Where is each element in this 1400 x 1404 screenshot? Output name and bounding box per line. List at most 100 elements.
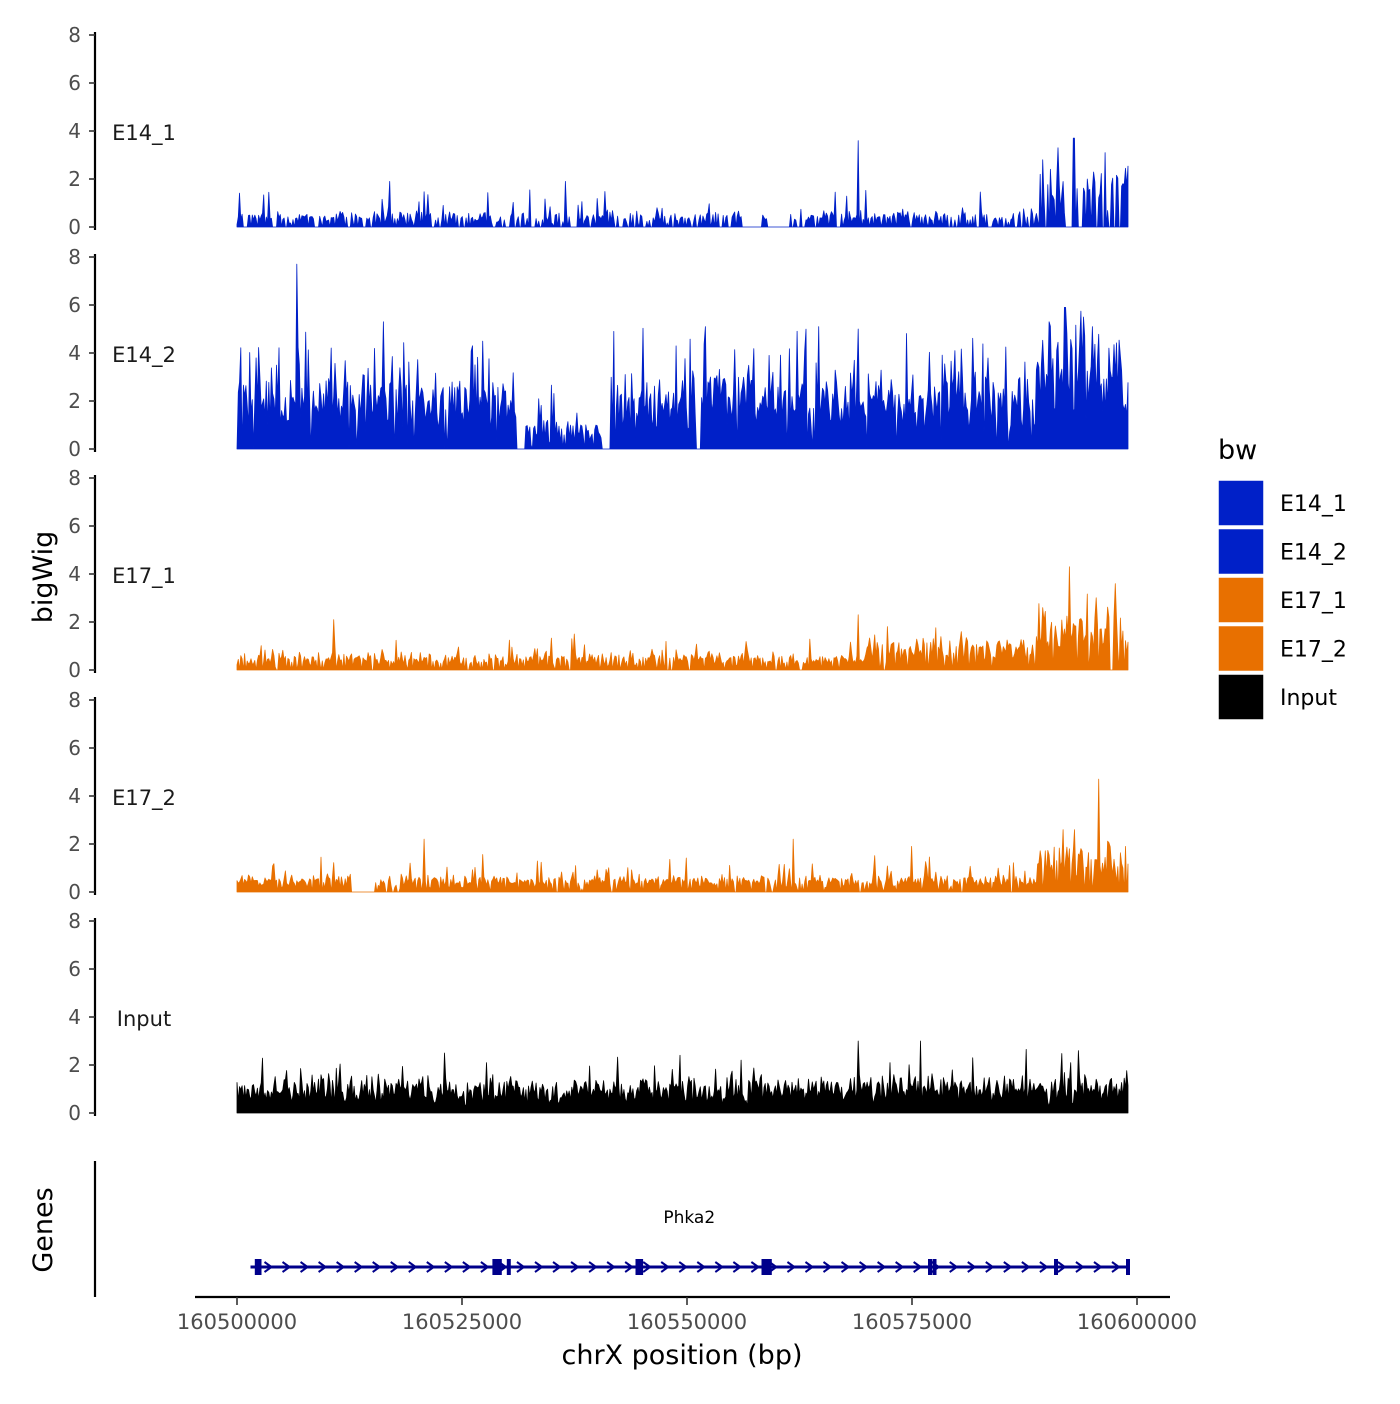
gene-strand-arrow-Phka2	[336, 1261, 346, 1273]
x-tick-label-160600000: 160600000	[1077, 1310, 1197, 1334]
gene-strand-arrow-Phka2	[534, 1261, 544, 1273]
gene-strand-arrow-Phka2	[1075, 1261, 1085, 1273]
legend-swatch-E17_2	[1217, 624, 1265, 673]
gene-exon-Phka2-12	[932, 1259, 937, 1275]
gene-strand-arrow-Phka2	[642, 1261, 652, 1273]
y-tick-label-Input-4: 4	[68, 1005, 81, 1029]
gene-strand-arrow-Phka2	[516, 1261, 526, 1273]
gene-strand-arrow-Phka2	[714, 1261, 725, 1273]
gene-strand-arrow-Phka2	[624, 1261, 634, 1273]
gene-strand-arrow-Phka2	[588, 1261, 598, 1273]
y-tick-label-Input-2: 2	[68, 1053, 81, 1077]
y-tick-label-E14_1-0: 0	[68, 215, 81, 239]
gene-strand-arrow-Phka2	[840, 1261, 851, 1273]
y-tick-label-E17_2-8: 8	[68, 688, 81, 712]
signal-area-E14_2	[236, 263, 1129, 450]
gene-strand-arrow-Phka2	[462, 1261, 472, 1273]
gene-strand-arrow-Phka2	[1003, 1261, 1013, 1273]
y-tick-label-E14_2-0: 0	[68, 437, 81, 461]
track-label-E17_1: E17_1	[112, 564, 176, 589]
y-tick-label-E17_2-0: 0	[68, 880, 81, 904]
gene-strand-arrow-Phka2	[696, 1261, 706, 1273]
track-label-E14_1: E14_1	[112, 121, 176, 146]
y-tick-label-Input-6: 6	[68, 957, 81, 981]
gene-strand-arrow-Phka2	[732, 1261, 743, 1273]
gene-strand-arrow-Phka2	[552, 1261, 562, 1273]
gene-exon-Phka2-10	[767, 1259, 772, 1275]
gene-strand-arrow-Phka2	[895, 1261, 905, 1273]
gene-strand-arrow-Phka2	[967, 1261, 977, 1273]
gene-strand-arrow-Phka2	[786, 1261, 797, 1273]
y-tick-label-E14_2-8: 8	[68, 245, 81, 269]
gene-strand-arrow-Phka2	[858, 1261, 869, 1273]
genes-axis-title: Genes	[28, 1187, 59, 1272]
gene-strand-arrow-Phka2	[1039, 1261, 1049, 1273]
legend-swatch-Input	[1217, 673, 1265, 721]
gene-strand-arrow-Phka2	[1111, 1261, 1121, 1273]
gene-exon-Phka2-2	[492, 1259, 497, 1275]
gene-strand-arrow-Phka2	[299, 1261, 310, 1273]
y-tick-label-E17_1-8: 8	[68, 466, 81, 490]
y-axis-title: bigWig	[28, 531, 59, 624]
y-tick-label-E14_1-8: 8	[68, 23, 81, 47]
gene-exon-Phka2-14	[1126, 1259, 1130, 1275]
track-label-E14_2: E14_2	[112, 343, 176, 368]
gene-exon-Phka2-5	[506, 1259, 511, 1275]
y-tick-label-E17_1-6: 6	[68, 514, 81, 538]
gene-exon-Phka2-1	[257, 1259, 262, 1275]
gene-exon-Phka2-3	[495, 1259, 500, 1275]
gene-strand-arrow-Phka2	[372, 1261, 382, 1273]
legend-label-E17_2: E17_2	[1280, 638, 1347, 663]
legend-swatch-E14_1	[1217, 479, 1265, 527]
gene-strand-arrow-Phka2	[444, 1261, 454, 1273]
legend-label-Input: Input	[1280, 686, 1337, 711]
gene-strand-arrow-Phka2	[390, 1261, 400, 1273]
y-tick-label-Input-0: 0	[68, 1101, 81, 1125]
legend-label-E17_1: E17_1	[1280, 589, 1347, 614]
legend-swatch-E17_1	[1217, 576, 1265, 624]
gene-strand-arrow-Phka2	[1057, 1261, 1067, 1273]
y-tick-label-E17_1-4: 4	[68, 562, 81, 586]
gene-strand-arrow-Phka2	[263, 1261, 274, 1273]
track-label-Input: Input	[117, 1007, 171, 1031]
gene-strand-arrow-Phka2	[678, 1261, 688, 1273]
track-label-E17_2: E17_2	[112, 786, 176, 811]
gene-strand-arrow-Phka2	[985, 1261, 995, 1273]
gene-exon-Phka2-4	[497, 1259, 502, 1275]
signal-area-E14_1	[236, 137, 1129, 228]
y-tick-label-E14_2-6: 6	[68, 293, 81, 317]
y-tick-label-Input-8: 8	[68, 909, 81, 933]
y-tick-label-E14_1-6: 6	[68, 71, 81, 95]
gene-strand-arrow-Phka2	[354, 1261, 364, 1273]
x-tick-label-160525000: 160525000	[402, 1310, 522, 1334]
y-tick-label-E14_1-4: 4	[68, 119, 81, 143]
gene-label-Phka2: Phka2	[663, 1208, 715, 1228]
gene-strand-arrow-Phka2	[877, 1261, 887, 1273]
legend-swatch-E14_2	[1217, 527, 1265, 576]
gene-strand-arrow-Phka2	[822, 1261, 833, 1273]
gene-exon-Phka2-11	[928, 1259, 932, 1275]
signal-area-Input	[236, 1040, 1129, 1114]
gene-strand-arrow-Phka2	[1021, 1261, 1031, 1273]
gene-strand-arrow-Phka2	[426, 1261, 436, 1273]
x-axis-title: chrX position (bp)	[561, 1340, 802, 1371]
y-tick-label-E14_1-2: 2	[68, 167, 81, 191]
y-tick-label-E17_2-6: 6	[68, 736, 81, 760]
legend-label-E14_2: E14_2	[1280, 541, 1347, 566]
gene-strand-arrow-Phka2	[318, 1261, 328, 1273]
x-tick-label-160550000: 160550000	[627, 1310, 747, 1334]
gene-strand-arrow-Phka2	[804, 1261, 815, 1273]
signal-area-E17_2	[236, 778, 1129, 893]
gene-strand-arrow-Phka2	[750, 1261, 761, 1273]
y-tick-label-E17_1-0: 0	[68, 658, 81, 682]
legend-label-E14_1: E14_1	[1280, 492, 1347, 517]
gene-strand-arrow-Phka2	[1093, 1261, 1103, 1273]
gene-strand-arrow-Phka2	[570, 1261, 580, 1273]
gene-strand-arrow-Phka2	[480, 1261, 490, 1273]
y-tick-label-E17_2-2: 2	[68, 832, 81, 856]
gene-exon-Phka2-6	[635, 1259, 640, 1275]
x-tick-label-160500000: 160500000	[177, 1310, 297, 1334]
gene-exon-Phka2-9	[764, 1259, 769, 1275]
